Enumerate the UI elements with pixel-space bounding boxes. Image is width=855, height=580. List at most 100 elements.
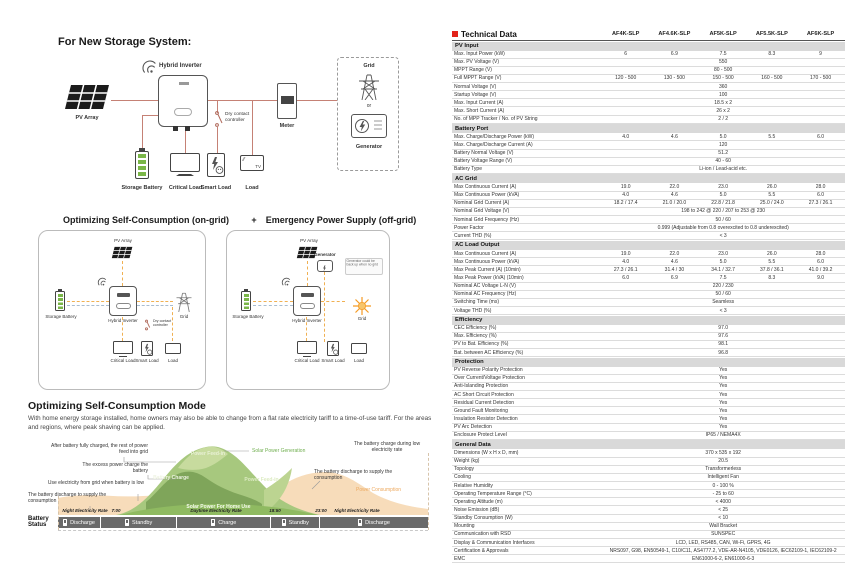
dry-contact-switch-icon [145,319,151,331]
table-row: Over Current/Voltage Protection Yes [452,375,845,383]
row-label: Max. Short Current (A) [454,108,505,115]
row-value: 4.6 [670,133,678,140]
generator-icon [351,114,387,138]
row-label: Insulation Resistor Detection [454,416,518,423]
row-value: 28.0 [815,184,826,191]
battery-status-segment: Discharge [58,517,101,528]
row-value-span: 0 - 100 % [712,482,734,489]
row-value-span: 40 - 60 [715,158,731,165]
row-label: Cooling [454,474,471,481]
row-value: 7.5 [719,274,727,281]
table-row: Dimensions (W x H x D, mm) 370 x 535 x 19… [452,449,845,458]
pv-array-icon [296,246,318,259]
annotation-charge-low-rate: The battery charge during low electricit… [353,441,421,453]
dashed-wire [122,317,123,341]
wire-main [111,100,337,101]
row-value-span: 51.2 [718,150,729,157]
segment-label: Discharge [70,519,95,526]
row-value-span: EN61000-6-2, EN61000-6-3 [692,555,755,562]
row-label: Power Factor [454,224,484,231]
table-row: Power Factor 0.999 (Adjustable from 0.8 o… [452,224,845,233]
area-label-home-use: Solar Power For Home Use [186,504,251,510]
row-value: 25.0 / 24.0 [760,200,784,207]
row-label: Noise Emission (dB) [454,506,500,513]
grid-tower-icon [359,74,379,100]
row-label: Full MPPT Range (V) [454,75,502,82]
wifi-icon [97,277,107,286]
table-row: PV Arc Detection Yes [452,424,845,432]
table-row: No. of MPP Tracker / No. of PV String 2 /… [452,116,845,124]
load-icon: ⁄⁄ TV [240,155,264,171]
area-label-feed-in-right: Power Feed-in [244,477,279,483]
table-row: Nominal Grid Current (A) 18.2 / 17.4 21.0 … [452,200,845,208]
or-label: or [366,103,372,109]
mode-section-title: Optimizing Self-Consumption Mode [28,400,206,412]
row-value: 22.8 / 21.8 [711,200,735,207]
row-value: 6.0 [622,274,630,281]
storage-battery-label: Storage Battery [45,314,77,319]
dashed-wire [122,261,123,286]
section-header: AC Grid [452,174,845,184]
table-row: Cooling Intelligent Fan [452,474,845,482]
table-row: Battery Type Li-ion / Lead-acid etc. [452,166,845,174]
section-header: Efficiency [452,315,845,325]
row-label: Residual Current Detection [454,399,515,406]
table-row: Max. PV Voltage (V) 550 [452,59,845,67]
grid-label: Grid [357,316,367,321]
row-label: Over Current/Voltage Protection [454,375,525,382]
row-value-span: Yes [719,391,728,398]
smart-load-label: Smart Load [135,358,159,363]
row-value-span: NRS097, G98, EN50549-1, C10/C11, AS4777.… [609,547,837,554]
row-label: Max. Charge/Discharge Current (A) [454,141,533,148]
row-label: Nominal Grid Current (A) [454,200,510,207]
row-label: Max. Input Current (A) [454,99,504,106]
grid-label: Grid [179,314,189,319]
segment-label: Standby [288,519,309,526]
row-label: Operating Altitude (m) [454,498,503,505]
dashed-wire [67,301,109,302]
row-value: 5.5 [768,133,776,140]
critical-load-icon [113,341,133,354]
critical-load-label: Critical Load [168,185,203,191]
table-row: Max Continuous Current (A) 19.0 22.0 23.0 26… [452,250,845,259]
row-value-span: Yes [719,383,728,390]
row-value: 26.0 [766,184,777,191]
timeline-2300: 23:00 [315,508,327,513]
row-label: Nominal Grid Voltage (V) [454,208,510,215]
row-value: 23.0 [718,184,728,191]
row-value-span: Yes [719,424,728,431]
row-value: 34.1 / 32.7 [711,266,735,273]
table-row: Display & Communication Interfaces LCD, L… [452,539,845,548]
table-row: Battery Normal Voltage (V) 51.2 [452,150,845,158]
pv-array-label: PV Array [300,238,318,243]
row-value: 19.0 [620,184,631,191]
row-value: 5.0 [719,258,727,265]
row-value-span: 26 x 2 [716,108,730,115]
battery-status-segment: Charge [177,517,271,528]
battery-icon [63,519,68,526]
self-consumption-chart: After battery fully charged, the rest of… [28,438,433,540]
row-value: 150 - 500 [712,75,734,82]
table-row: Max. Efficiency (%) 97.6 [452,333,845,341]
generator-icon [317,260,333,272]
row-label: Communication with RSD [454,531,511,538]
pv-array-label: PV Array [75,115,99,121]
table-row: Anti-Islanding Protection Yes [452,383,845,392]
table-row: Max Continuous Power (kVA) 4.0 4.6 5.0 5.5 6.… [452,192,845,200]
wire-battery-v [142,115,143,150]
row-label: Startup Voltage (V) [454,91,497,98]
dashed-wire [306,317,307,341]
model-column-header: AF5.5K-SLP [755,31,788,37]
row-label: Max Continuous Current (A) [454,184,517,191]
row-label: Nominal AC Frequency (Hz) [454,291,517,298]
table-row: Max. Short Current (A) 26 x 2 [452,107,845,116]
mode-paragraph: With home energy storage installed, home… [28,415,432,431]
row-value-span: Transformerless [705,466,742,473]
row-label: Ground Fault Monitoring [454,407,508,414]
table-row: Standby Consumption (W) < 10 [452,515,845,523]
model-column-header: AF5K-SLP [709,31,737,37]
row-value-span: 20.5 [718,458,729,465]
row-label: Current THD (%) [454,232,492,239]
generator-note-box: Generator could be back up when no grid [345,258,383,275]
table-row: Bat. between AC Efficiency (%) 96.8 [452,349,845,358]
